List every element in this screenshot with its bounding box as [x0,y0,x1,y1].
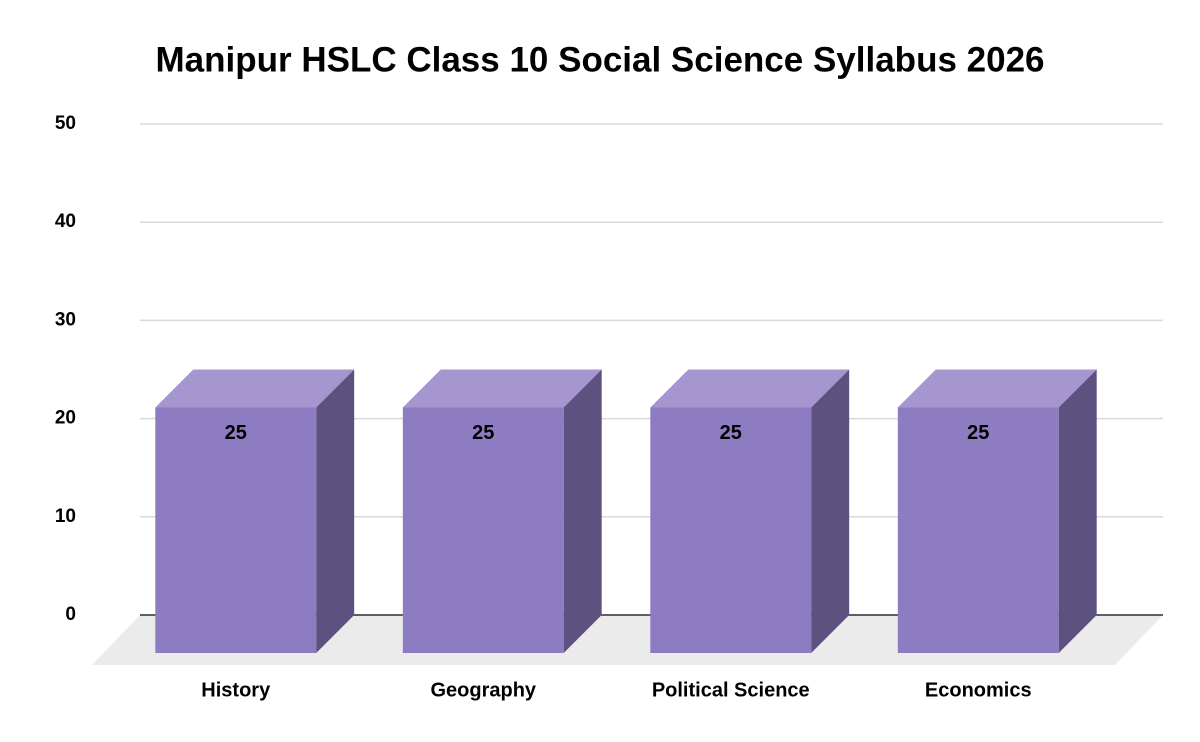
bar-side [563,369,602,653]
value-label: 25 [967,422,989,444]
y-tick-label: 30 [55,309,76,330]
floor [92,615,1163,665]
bar [155,407,317,653]
chart-title: Manipur HSLC Class 10 Social Science Syl… [156,40,1045,79]
bar-top [402,369,602,408]
bar-top [155,369,355,408]
value-label: 25 [720,422,742,444]
y-tick-label: 40 [55,211,76,232]
bar-side [316,369,355,653]
bar-top [897,369,1097,408]
value-label: 25 [225,422,247,444]
x-tick-label: Economics [925,679,1032,701]
y-tick-label: 10 [55,506,76,527]
bar [650,407,812,653]
x-tick-label: Political Science [652,679,810,701]
bar-top [650,369,850,408]
y-tick-label: 20 [55,408,76,429]
bar-side [1058,369,1097,653]
x-tick-label: Geography [430,679,536,701]
bar-side [811,369,850,653]
value-label: 25 [472,422,494,444]
x-tick-label: History [201,679,271,701]
y-tick-label: 0 [65,604,76,625]
bar [897,407,1059,653]
y-tick-label: 50 [55,113,76,134]
bar [402,407,564,653]
